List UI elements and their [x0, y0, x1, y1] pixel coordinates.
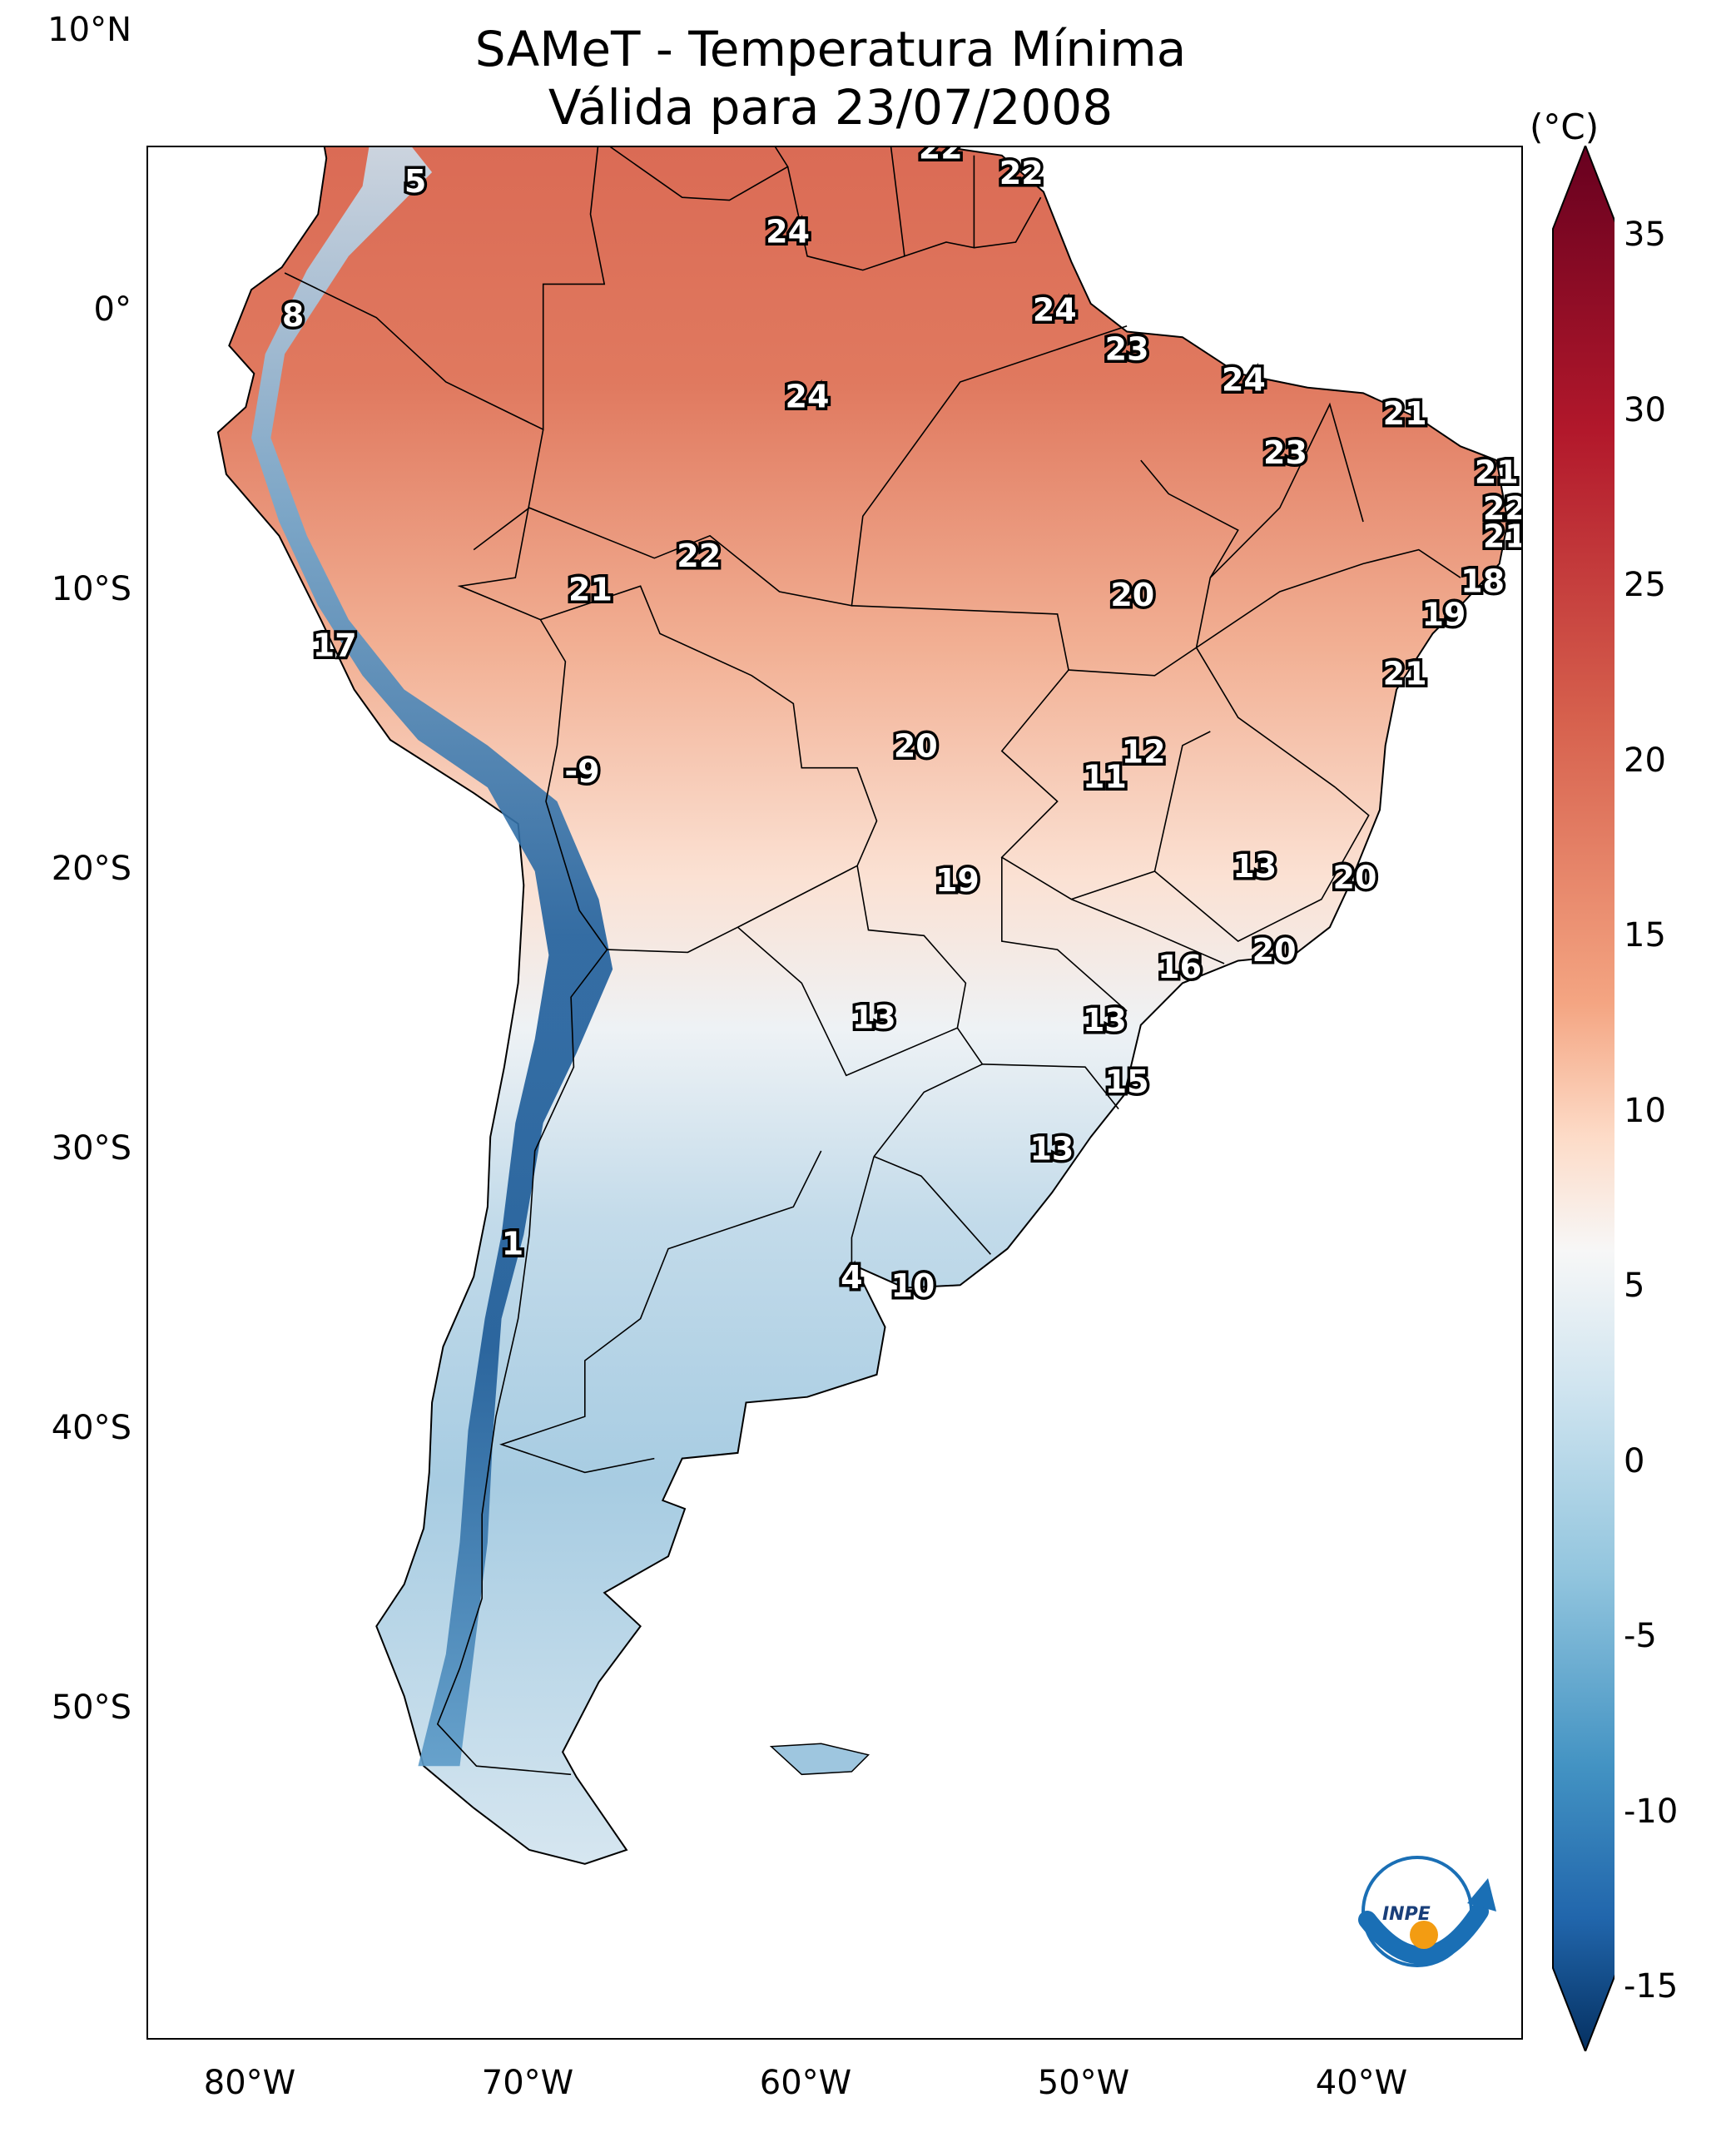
temperature-label: 23 [1263, 434, 1307, 471]
map-panel: 2258222222242423242421232122212221201819… [146, 146, 1523, 2040]
latitude-tick-label: 10°N [47, 11, 131, 49]
colorbar-tick-label: 35 [1624, 216, 1666, 254]
longitude-tick-label: 40°W [1315, 2064, 1408, 2102]
temperature-label: 13 [852, 999, 896, 1036]
temperature-label: 13 [1083, 1002, 1127, 1039]
temperature-label: 22 [919, 147, 963, 166]
border-line-11 [436, 949, 608, 1776]
temperature-label: 21 [1383, 655, 1427, 692]
border-line-7 [737, 865, 967, 1077]
longitude-tick-label: 80°W [203, 2064, 296, 2102]
border-line-10 [851, 1156, 875, 1263]
temperature-label: 21 [1483, 518, 1521, 555]
border-line-1 [609, 147, 789, 201]
border-line-18 [1209, 402, 1364, 578]
border-line-5 [457, 429, 608, 950]
temperature-label: 4 [841, 1259, 862, 1296]
temperature-label: 18 [1461, 563, 1505, 599]
colorbar-tick-label: 15 [1624, 916, 1666, 955]
colorbar-tick-label: 5 [1624, 1267, 1645, 1305]
colorbar-unit: (°C) [1530, 107, 1600, 147]
temperature-label: 11 [1083, 759, 1127, 796]
falkland-islands [769, 1743, 870, 1776]
border-line-21 [1071, 898, 1225, 964]
colorbar-tick-label: -15 [1624, 1967, 1679, 2006]
temperature-label: 17 [313, 627, 357, 664]
land-fill [216, 147, 1509, 1865]
temperature-label: 24 [1222, 362, 1266, 399]
temperature-label: 22 [677, 538, 721, 574]
temperature-labels: 2258222222242423242421232122212221201819… [279, 147, 1521, 1307]
latitude-tick-label: 10°S [51, 570, 131, 608]
border-line-2 [786, 147, 905, 271]
temperature-label: 1 [502, 1226, 523, 1262]
continent-shape [216, 147, 1509, 1865]
border-line-6 [540, 585, 878, 954]
colorbar-tick-label: 20 [1624, 741, 1666, 780]
map-subtitle: Válida para 23/07/2008 [548, 79, 1114, 136]
longitude-tick-label: 50°W [1037, 2064, 1130, 2102]
temperature-label: 16 [1158, 949, 1202, 985]
temperature-label: 20 [1110, 577, 1154, 613]
latitude-tick-label: 50°S [51, 1688, 131, 1727]
border-line-9 [873, 1155, 991, 1255]
border-line-15 [1000, 669, 1211, 900]
colorbar-tick-label: -10 [1624, 1792, 1679, 1831]
temperature-label: 24 [1033, 292, 1077, 329]
temperature-label: 20 [894, 728, 938, 765]
temperature-label: 19 [1421, 597, 1466, 633]
latitude-tick-label: 0° [93, 290, 131, 329]
border-line-16 [1153, 786, 1370, 942]
longitude-tick-label: 60°W [759, 2064, 852, 2102]
border-line-13 [473, 325, 1128, 607]
temperature-label: 5 [404, 163, 426, 200]
border-line-19 [1001, 857, 1128, 1012]
border-line-3 [904, 155, 975, 257]
temperature-label: 21 [568, 572, 613, 608]
border-line-4 [974, 196, 1042, 249]
colorbar-tick-label: 30 [1624, 390, 1666, 429]
colorbar-tick-label: 10 [1624, 1091, 1666, 1130]
country-borders [284, 147, 1461, 1776]
temperature-label: 22 [1483, 490, 1521, 527]
temperature-label: 22 [999, 155, 1044, 191]
temperature-label: 23 [1105, 331, 1149, 368]
colorbar-tick-label: 0 [1624, 1441, 1645, 1480]
map-title: SAMeT - Temperatura Mínima [474, 21, 1187, 77]
latitude-tick-label: 40°S [51, 1409, 131, 1447]
temperature-label: 15 [1105, 1064, 1149, 1100]
colorbar-tick-label: -5 [1624, 1617, 1657, 1655]
temperature-label: 24 [766, 213, 810, 250]
longitude-tick-label: 70°W [481, 2064, 574, 2102]
border-line-8 [873, 1027, 984, 1158]
latitude-tick-label: 30°S [51, 1129, 131, 1168]
temperature-label: 20 [1333, 860, 1377, 896]
temperature-label: -9 [564, 753, 599, 790]
colorbar-tick-label: 25 [1624, 566, 1666, 604]
logo-text: INPE [1382, 1904, 1431, 1925]
temperature-label: 13 [1029, 1131, 1074, 1168]
temperature-label: 24 [786, 379, 830, 415]
temperature-label: 21 [1383, 395, 1427, 432]
colorbar [1552, 146, 1614, 2051]
temperature-label: 12 [1122, 733, 1166, 770]
border-line-12 [499, 1150, 822, 1474]
temperature-label: 21 [1475, 454, 1519, 490]
latitude-tick-label: 20°S [51, 850, 131, 888]
inpe-logo: INPE [1358, 1856, 1496, 1967]
temperature-label: 8 [282, 297, 304, 334]
temperature-label: 19 [935, 862, 980, 899]
temperature-label: 20 [1252, 932, 1297, 969]
border-line-0 [284, 147, 606, 431]
border-line-20 [982, 1064, 1119, 1110]
temperature-label: 13 [1233, 848, 1277, 885]
temperature-label: 10 [890, 1267, 935, 1304]
border-line-17 [1195, 548, 1461, 788]
map-canvas: 2258222222242423242421232122212221201819… [216, 147, 1521, 1967]
